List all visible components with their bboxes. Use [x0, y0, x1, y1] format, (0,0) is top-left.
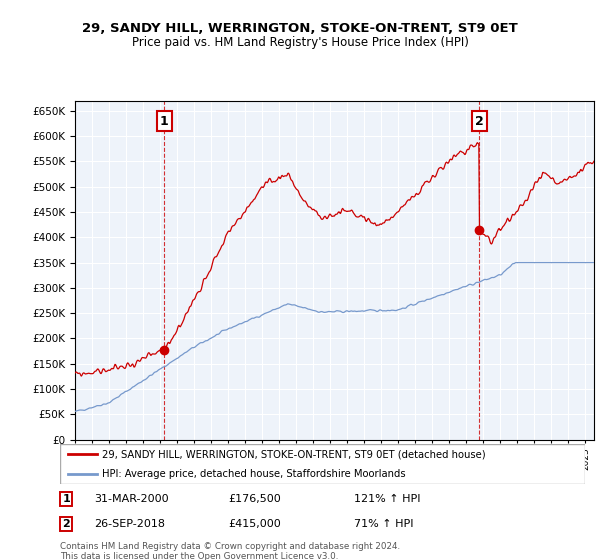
- Text: 2: 2: [475, 115, 484, 128]
- Text: £176,500: £176,500: [228, 494, 281, 504]
- Text: 26-SEP-2018: 26-SEP-2018: [94, 519, 165, 529]
- Text: 121% ↑ HPI: 121% ↑ HPI: [354, 494, 421, 504]
- Text: £415,000: £415,000: [228, 519, 281, 529]
- Text: 1: 1: [160, 115, 169, 128]
- Text: 1: 1: [62, 494, 70, 504]
- Text: Price paid vs. HM Land Registry's House Price Index (HPI): Price paid vs. HM Land Registry's House …: [131, 36, 469, 49]
- Text: 2: 2: [62, 519, 70, 529]
- Text: 29, SANDY HILL, WERRINGTON, STOKE-ON-TRENT, ST9 0ET: 29, SANDY HILL, WERRINGTON, STOKE-ON-TRE…: [82, 22, 518, 35]
- Text: Contains HM Land Registry data © Crown copyright and database right 2024.
This d: Contains HM Land Registry data © Crown c…: [60, 542, 400, 560]
- Text: 29, SANDY HILL, WERRINGTON, STOKE-ON-TRENT, ST9 0ET (detached house): 29, SANDY HILL, WERRINGTON, STOKE-ON-TRE…: [102, 449, 485, 459]
- Text: 71% ↑ HPI: 71% ↑ HPI: [354, 519, 413, 529]
- Text: 31-MAR-2000: 31-MAR-2000: [94, 494, 169, 504]
- FancyBboxPatch shape: [60, 444, 585, 484]
- Text: HPI: Average price, detached house, Staffordshire Moorlands: HPI: Average price, detached house, Staf…: [102, 469, 406, 479]
